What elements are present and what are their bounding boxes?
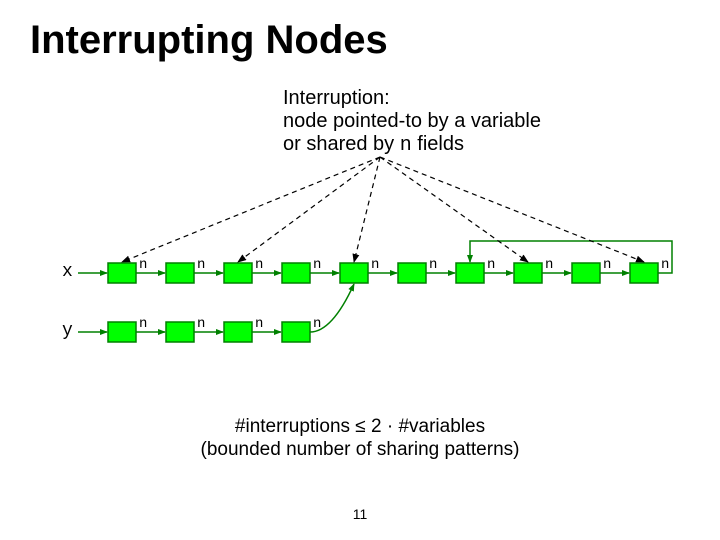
list-node — [282, 263, 310, 283]
list-node — [282, 322, 310, 342]
edge-label: n — [371, 257, 379, 273]
edge-label: n — [255, 257, 263, 273]
var-x-label: x — [62, 262, 73, 282]
edge-label: n — [545, 257, 553, 273]
list-node — [398, 263, 426, 283]
interruption-pointer — [380, 157, 528, 262]
list-node — [572, 263, 600, 283]
page-number: 11 — [0, 506, 720, 522]
interruption-pointer — [238, 157, 380, 262]
var-y-label: y — [62, 321, 73, 341]
list-node — [224, 322, 252, 342]
edge-label: n — [139, 257, 147, 273]
edge-label: n — [255, 316, 263, 332]
list-node — [224, 263, 252, 283]
list-node — [108, 322, 136, 342]
list-node — [108, 263, 136, 283]
list-node — [514, 263, 542, 283]
list-node — [456, 263, 484, 283]
list-node — [166, 263, 194, 283]
edge-label: n — [603, 257, 611, 273]
edge-label: n — [429, 257, 437, 273]
list-node — [340, 263, 368, 283]
edge-label: n — [139, 316, 147, 332]
interruption-pointer — [380, 157, 644, 262]
edge-label: n — [197, 316, 205, 332]
edge-label: n — [313, 316, 321, 332]
edge-label: n — [661, 257, 669, 273]
list-node — [630, 263, 658, 283]
bound-text: #interruptions ≤ 2 · #variables (bounded… — [0, 416, 720, 462]
list-node — [166, 322, 194, 342]
edge-label: n — [197, 257, 205, 273]
edge-label: n — [487, 257, 495, 273]
interruption-pointer — [122, 157, 380, 262]
bound-line1: #interruptions ≤ 2 · #variables — [235, 416, 485, 437]
bound-line2: (bounded number of sharing patterns) — [201, 439, 520, 460]
edge-label: n — [313, 257, 321, 273]
